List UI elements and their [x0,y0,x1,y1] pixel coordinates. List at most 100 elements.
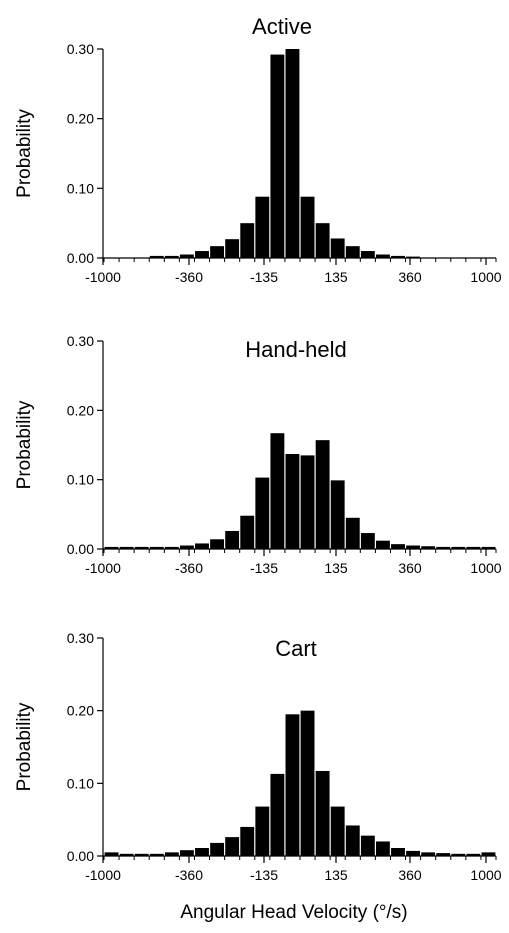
histogram-bar [270,773,285,856]
x-tick-label: 135 [324,269,348,285]
histogram-bar [164,852,179,856]
histogram-bar [315,440,330,549]
histogram-bar [451,853,466,856]
histogram-bar [391,255,405,258]
histogram-bar [315,770,330,856]
histogram-bar [164,255,179,258]
histogram-bar [300,710,315,856]
histogram-bar [360,251,375,258]
y-tick-label: 0.10 [67,775,94,791]
y-tick-label: 0.20 [67,402,94,418]
x-tick-label: 360 [398,269,422,285]
histogram-bar [225,837,240,856]
histogram-bar [104,852,119,856]
histogram-bar [255,806,270,856]
y-axis-label: Probability [14,400,35,489]
y-tick-label: 0.30 [67,333,94,349]
histogram-bar [270,433,285,549]
histogram-bar [406,545,421,549]
histogram-bar [225,239,240,258]
x-tick-label: -135 [250,269,278,285]
histogram-bar [149,853,164,856]
x-tick-label: 135 [324,867,348,883]
histogram-bar [285,454,300,549]
histogram-bar [119,853,134,856]
histogram-bar [300,196,315,258]
y-tick-label: 0.10 [67,180,94,196]
x-tick-label: 1000 [470,867,501,883]
histogram-bar [451,546,466,549]
y-axis-label: Probability [14,702,35,791]
y-tick-label: 0.30 [67,630,94,646]
histogram-bar [164,546,179,549]
y-tick-label: 0.30 [67,41,94,57]
histogram-bar [421,546,436,549]
histogram-bar [345,517,360,549]
chart-title: Cart [275,636,317,661]
x-tick-label: -1000 [85,269,121,285]
histogram-bar [195,543,209,549]
histogram-bar [285,49,300,258]
x-tick-label: -1000 [85,867,121,883]
chart-title: Active [252,14,312,39]
x-tick-label: -135 [250,867,278,883]
histogram-bar [375,841,390,856]
y-tick-label: 0.20 [67,111,94,127]
x-tick-label: -360 [175,867,203,883]
histogram-bar [436,546,451,549]
y-tick-label: 0.10 [67,472,94,488]
y-tick-label: 0.00 [67,848,94,864]
histogram-bar [436,853,451,856]
histogram-bar [149,546,164,549]
histogram-bar [179,545,194,549]
histogram-bar [466,546,481,549]
histogram-bar [104,546,119,549]
histogram-bar [179,850,194,856]
histogram-bar [179,254,194,258]
histogram-bar [360,533,375,549]
histogram-bar [119,546,134,549]
y-tick-label: 0.00 [67,250,94,266]
histogram-bar [240,223,255,258]
histogram-bar [149,255,164,258]
x-tick-label: -1000 [85,560,121,576]
histogram-bar [391,544,405,549]
histogram-bar [391,848,405,856]
y-tick-label: 0.00 [67,541,94,557]
histogram-bar [375,254,390,258]
histogram-bar [240,515,255,549]
histogram-bar [225,530,240,549]
histogram-bar [481,852,496,856]
histogram-bar [406,256,421,258]
x-tick-label: 1000 [470,269,501,285]
histogram-bar [255,477,270,549]
chart-title: Hand-held [245,337,347,362]
histogram-bar [375,540,390,549]
x-tick-label: -360 [175,560,203,576]
histogram-bar [300,455,315,549]
x-tick-label: 360 [398,867,422,883]
histogram-bar [134,546,149,549]
y-axis-label: Probability [14,109,35,198]
histogram-bar [270,54,285,258]
histogram-bar [466,853,481,856]
histogram-bar [481,546,496,549]
histogram-bar [210,539,225,549]
histogram-bar [330,806,345,856]
histogram-bar [345,246,360,258]
histogram-bar [195,251,209,258]
histogram-bar [406,850,421,856]
x-tick-label: 1000 [470,560,501,576]
x-tick-label: 360 [398,560,422,576]
histogram-bar [255,196,270,258]
x-tick-label: -135 [250,560,278,576]
x-tick-label: -360 [175,269,203,285]
histogram-bar [134,853,149,856]
chart-panel-3: Cart Probability 0.00 0.10 0.20 0.30 -1000 -360… [14,630,502,923]
y-tick-label: 0.20 [67,703,94,719]
histogram-bar [195,848,209,856]
histogram-bar [240,826,255,856]
histogram-bar [330,480,345,549]
histogram-bar [330,238,345,258]
